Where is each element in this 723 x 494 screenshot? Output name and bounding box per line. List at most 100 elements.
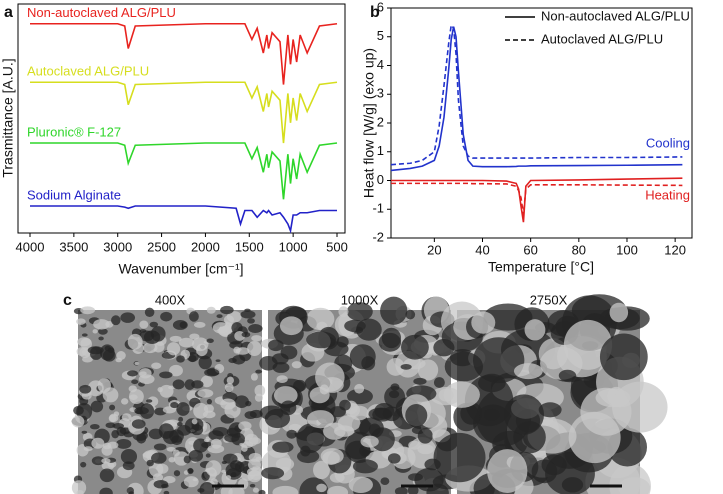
sem-texture <box>394 486 408 494</box>
y-tick-label: 1 <box>377 143 384 158</box>
sem-texture <box>193 321 206 328</box>
sem-texture <box>239 443 245 446</box>
sem-texture <box>612 381 668 433</box>
x-axis-label: Wavenumber [cm⁻¹] <box>118 261 243 277</box>
sem-texture <box>541 454 567 476</box>
panel-label: a <box>4 4 13 21</box>
sem-texture <box>322 451 340 465</box>
sem-texture <box>170 402 179 409</box>
sem-texture <box>538 402 562 418</box>
sem-texture <box>193 402 209 419</box>
sem-texture <box>171 435 183 446</box>
sem-texture <box>380 296 408 325</box>
sem-texture <box>405 404 428 427</box>
sem-texture <box>246 467 263 477</box>
sem-texture <box>599 333 648 381</box>
sem-texture <box>309 386 330 404</box>
sem-texture <box>348 476 373 493</box>
sem-texture <box>255 369 263 374</box>
sem-texture <box>220 398 236 410</box>
sem-texture <box>252 487 259 493</box>
sem-texture <box>315 362 345 392</box>
y-tick-label: -2 <box>372 229 384 244</box>
sem-texture <box>163 490 170 494</box>
sem-texture <box>120 448 138 465</box>
sem-texture <box>109 404 116 411</box>
x-tick-label: 20 <box>427 242 441 257</box>
sem-texture <box>169 364 183 377</box>
sem-texture <box>471 311 496 334</box>
sem-texture <box>417 444 434 455</box>
sem-texture <box>254 393 263 402</box>
sem-texture <box>204 368 220 377</box>
sem-texture <box>226 376 234 385</box>
sem-texture <box>119 427 131 435</box>
x-tick-label: 100 <box>616 242 638 257</box>
sem-texture <box>115 438 132 449</box>
sem-texture <box>73 405 84 415</box>
x-tick-label: 3500 <box>59 239 88 254</box>
sem-texture <box>158 423 174 439</box>
sem-texture <box>91 437 105 449</box>
x-axis-label: Temperature [°C] <box>488 259 594 275</box>
sem-texture <box>433 432 486 483</box>
y-axis-label: Heat flow [W/g] (exo up) <box>361 48 377 198</box>
sem-texture <box>268 339 284 352</box>
sem-texture <box>81 333 88 337</box>
series-line <box>391 177 683 223</box>
series-label: Sodium Alginate <box>27 187 121 202</box>
sem-texture <box>216 314 223 319</box>
sem-texture <box>273 386 298 405</box>
sem-texture <box>387 453 401 464</box>
sem-texture <box>276 375 288 384</box>
sem-texture <box>173 470 181 477</box>
sem-texture <box>146 399 153 403</box>
sem-texture <box>241 331 251 338</box>
sem-texture <box>220 305 234 315</box>
sem-texture <box>196 343 208 357</box>
panel-label: b <box>370 4 380 21</box>
sem-texture <box>121 398 129 405</box>
x-tick-label: 2000 <box>191 239 220 254</box>
sem-texture <box>80 338 93 350</box>
series-label: Non-autoclaved ALG/PLU <box>27 5 176 20</box>
y-tick-label: 6 <box>377 0 384 14</box>
sem-texture <box>149 321 159 328</box>
sem-texture <box>561 477 584 493</box>
sem-texture <box>166 446 176 452</box>
sem-texture <box>477 373 506 393</box>
sem-texture <box>248 459 262 471</box>
sem-texture <box>126 487 134 494</box>
sem-texture <box>139 320 149 329</box>
sem-texture <box>453 402 480 432</box>
sem-texture <box>254 384 266 397</box>
sem-texture <box>336 336 349 348</box>
sem-texture <box>249 483 256 488</box>
y-tick-label: 2 <box>377 114 384 129</box>
x-tick-label: 60 <box>523 242 537 257</box>
sem-texture <box>80 461 87 468</box>
sem-texture <box>205 453 211 458</box>
sem-texture <box>609 302 629 323</box>
sem-texture <box>116 351 126 360</box>
sem-texture <box>153 443 167 451</box>
sem-texture <box>80 306 96 315</box>
sem-texture <box>179 321 187 329</box>
sem-texture <box>121 413 132 422</box>
sem-texture <box>238 478 249 490</box>
sem-texture <box>187 467 194 475</box>
series-line <box>390 23 683 166</box>
sem-texture <box>91 456 105 466</box>
sem-texture <box>244 411 257 420</box>
sem-texture <box>251 335 263 342</box>
sem-texture <box>248 324 263 333</box>
sem-texture <box>384 386 406 409</box>
sem-texture <box>220 485 233 494</box>
sem-texture <box>83 446 93 452</box>
sem-texture <box>215 359 221 363</box>
sem-texture <box>79 384 92 394</box>
sem-texture <box>183 476 199 488</box>
x-tick-label: 1000 <box>279 239 308 254</box>
